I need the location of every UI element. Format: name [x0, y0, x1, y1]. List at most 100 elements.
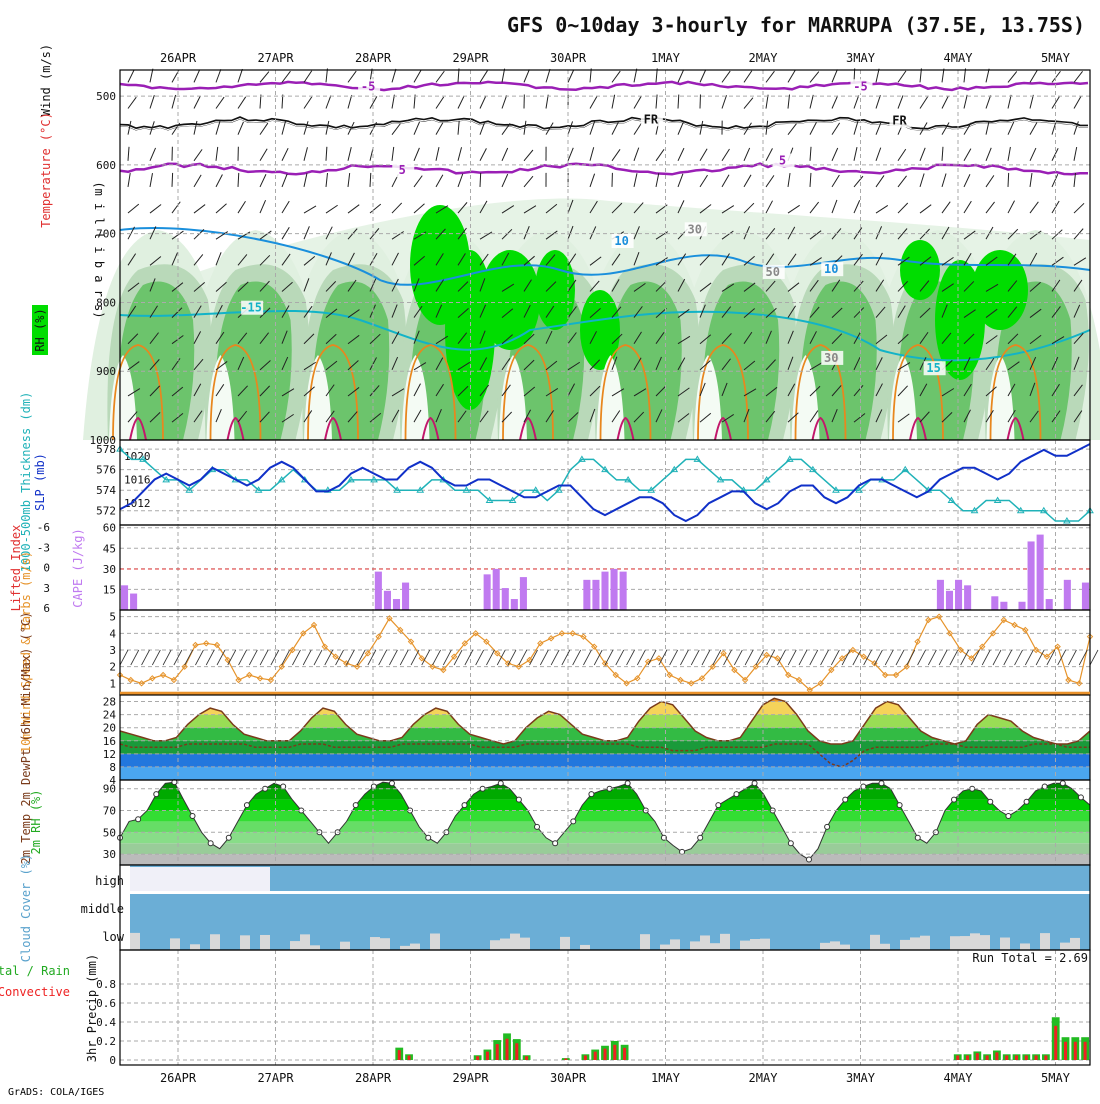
wind-barb — [964, 201, 971, 213]
date-label-top: 3MAY — [846, 51, 876, 65]
temp2m-tick-label: 20 — [103, 722, 116, 735]
cloud-low-bar — [710, 943, 720, 950]
wind-barb — [524, 176, 533, 187]
wind-barb — [656, 149, 664, 160]
wind-barb — [194, 96, 200, 108]
contour-label: 50 — [766, 265, 780, 279]
cloud-low-bar — [290, 941, 300, 950]
wind-barb — [370, 204, 381, 213]
precip-legend-total: Total / Rain — [0, 964, 70, 978]
pressure-tick-label: 500 — [96, 90, 116, 103]
wind-barb — [788, 205, 800, 213]
rh2m-point — [806, 857, 811, 862]
contour-label: 5 — [399, 163, 406, 177]
wind10-barb — [648, 650, 656, 665]
wind-barb — [128, 204, 139, 213]
wind-barb — [304, 226, 309, 239]
wind-barb — [546, 95, 548, 109]
cloud-low-bar — [1060, 943, 1070, 950]
cloud-low-bar — [720, 934, 730, 950]
wind-barb — [260, 174, 266, 187]
wind-barb — [986, 148, 991, 161]
precip-convective-bar — [515, 1043, 518, 1060]
precip-convective-bar — [1035, 1055, 1038, 1060]
wind10-barb — [228, 650, 236, 665]
contour-label: FR — [892, 114, 907, 128]
wind10-barb — [918, 650, 926, 665]
wind-barb — [568, 70, 574, 83]
wind-barb — [546, 69, 550, 82]
cloud-low-bar — [260, 935, 270, 950]
wind-barb — [392, 124, 400, 135]
wind-barb — [876, 95, 880, 108]
cape-bar — [1018, 602, 1025, 610]
wind-barb — [964, 95, 967, 109]
rh2m-point — [734, 792, 739, 797]
wind10-barb — [346, 650, 354, 665]
wind-barb — [700, 70, 706, 83]
wind-barb — [238, 122, 243, 135]
wind-barb — [634, 148, 639, 161]
wind-barb — [150, 148, 156, 161]
wind-barb — [1030, 173, 1032, 187]
date-label-bottom: 29APR — [452, 1071, 489, 1085]
cloud-low-bar — [970, 933, 980, 950]
cape-bar — [620, 572, 627, 610]
rh2m-point — [244, 803, 249, 808]
slp-axis-label: SLP (mb) — [33, 453, 47, 511]
cape-bar — [991, 596, 998, 610]
wind10-series-line — [120, 617, 1090, 690]
contour-label: 10 — [614, 234, 628, 248]
precip-tick-label: 0.6 — [96, 997, 116, 1010]
cloud-low-bar — [960, 936, 970, 950]
rh2m-point — [226, 835, 231, 840]
wind-barb — [788, 124, 797, 135]
cloud-low-bar — [950, 936, 960, 950]
wind10-barb — [142, 650, 150, 665]
cape-bar — [1028, 541, 1035, 610]
wind-barb — [502, 95, 507, 108]
cloud-high-white — [130, 867, 270, 891]
date-label-top: 28APR — [355, 51, 392, 65]
wind10-barb — [788, 650, 796, 665]
wind-barb — [260, 123, 268, 135]
wind-barb — [436, 147, 439, 161]
wind-barb — [942, 123, 949, 135]
pressure-tick-label: 900 — [96, 365, 116, 378]
wind-barb — [414, 122, 420, 135]
precip-convective-bar — [486, 1052, 489, 1060]
cloud-low-bar — [500, 939, 510, 950]
wind10-barb — [939, 650, 947, 665]
rh2m-point — [535, 824, 540, 829]
rh2m-point — [571, 819, 576, 824]
wind-barb — [832, 148, 838, 161]
wind-barb — [304, 121, 308, 134]
date-label-bottom: 1MAY — [651, 1071, 681, 1085]
wind10-barb — [993, 650, 1001, 665]
cloud-low-bar — [910, 937, 920, 950]
wind-barb — [700, 121, 703, 135]
cloud-axis-label: Cloud Cover (%) — [19, 854, 33, 962]
precip-convective-bar — [986, 1055, 989, 1060]
wind-barb — [282, 71, 290, 82]
rh2m-point — [208, 841, 213, 846]
wind-barb — [942, 202, 950, 213]
precip-convective-bar — [623, 1048, 626, 1060]
rh2m-point — [589, 792, 594, 797]
wind-barb — [854, 121, 858, 134]
wind-barb — [458, 174, 463, 187]
wind-barb — [458, 96, 464, 109]
wind-barb — [832, 175, 839, 187]
rh2m-point — [825, 824, 830, 829]
wind10-barb — [540, 650, 548, 665]
cloud-low-bar — [340, 942, 350, 950]
wind-barb — [304, 71, 312, 83]
wind-barb — [194, 254, 203, 265]
rh2m-axis-label-group: 2m RH (%) — [29, 789, 43, 854]
contour-label: 5 — [779, 154, 786, 168]
wind-barb — [370, 173, 371, 187]
rh2m-tick-label: 90 — [103, 783, 116, 796]
cloud-axis-label-group: Cloud Cover (%) — [19, 854, 33, 962]
rh2m-point — [553, 841, 558, 846]
wind10-barb — [961, 650, 969, 665]
